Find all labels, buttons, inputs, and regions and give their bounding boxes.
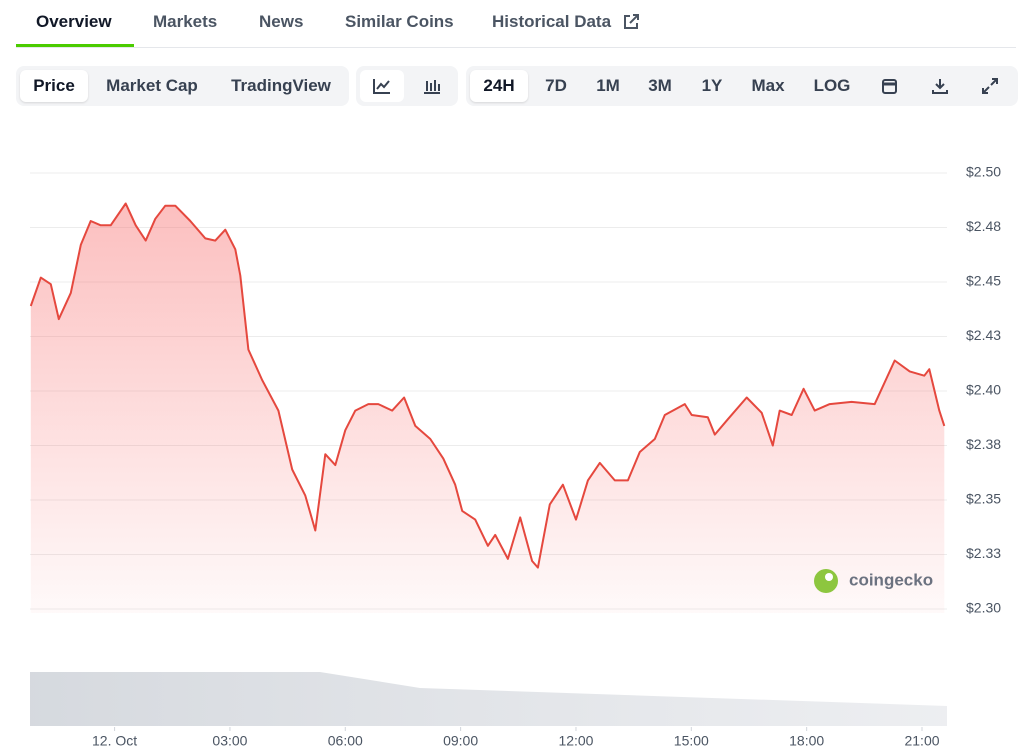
- range-button[interactable]: 1Y: [701, 76, 723, 95]
- range-group: 24H 7D 1M 3M 1Y Max LOG: [466, 66, 1018, 106]
- x-tick-label: 03:00: [212, 733, 247, 749]
- y-tick-label: $2.40: [966, 382, 1001, 398]
- tab[interactable]: Overview: [36, 12, 112, 31]
- calendar-button[interactable]: [868, 70, 912, 102]
- mode-button[interactable]: TradingView: [231, 76, 331, 95]
- y-tick-label: $2.35: [966, 491, 1001, 507]
- x-tick-label: 09:00: [443, 733, 478, 749]
- range-button[interactable]: Max: [751, 76, 785, 95]
- y-tick-label: $2.30: [966, 600, 1001, 616]
- mode-button[interactable]: Market Cap: [106, 76, 198, 95]
- tab-bar: Overview Markets News Similar Coins Hist…: [16, 0, 1016, 48]
- price-line: [29, 202, 946, 569]
- tab[interactable]: Markets: [153, 12, 218, 31]
- active-underline: [16, 44, 134, 47]
- x-tick-label: 15:00: [674, 733, 709, 749]
- y-tick-label: $2.43: [966, 327, 1001, 343]
- range-button[interactable]: 7D: [545, 76, 567, 95]
- x-tick-label: 18:00: [789, 733, 824, 749]
- chart-style-group: [356, 66, 458, 106]
- y-tick-label: $2.38: [966, 436, 1001, 452]
- area-fill: [30, 203, 945, 613]
- tab[interactable]: Historical Data: [492, 12, 612, 31]
- x-tick-label: 21:00: [904, 733, 939, 749]
- x-tick-label: 12. Oct: [92, 733, 137, 749]
- range-button[interactable]: LOG: [813, 76, 851, 95]
- x-tick-label: 12:00: [558, 733, 593, 749]
- y-tick-label: $2.33: [966, 545, 1001, 561]
- tab[interactable]: Similar Coins: [345, 12, 454, 31]
- mode-button[interactable]: Price: [20, 70, 88, 102]
- y-tick-label: $2.45: [966, 273, 1001, 289]
- range-button[interactable]: 1M: [596, 76, 620, 95]
- range-button[interactable]: 3M: [648, 76, 672, 95]
- mode-group: Price Market Cap TradingView: [16, 66, 349, 106]
- external-link-icon: [624, 14, 639, 29]
- y-tick-label: $2.50: [966, 164, 1001, 180]
- fullscreen-button[interactable]: [968, 70, 1012, 102]
- tab[interactable]: News: [259, 12, 304, 31]
- y-tick-label: $2.48: [966, 218, 1001, 234]
- watermark: coingecko: [849, 570, 933, 589]
- x-tick-label: 06:00: [328, 733, 363, 749]
- range-button[interactable]: 24H: [470, 70, 528, 102]
- watermark-logo: [814, 569, 838, 593]
- volume-band: [30, 672, 947, 726]
- line-chart-button[interactable]: [360, 70, 404, 102]
- download-button[interactable]: [918, 70, 962, 102]
- candle-chart-button[interactable]: [410, 70, 454, 102]
